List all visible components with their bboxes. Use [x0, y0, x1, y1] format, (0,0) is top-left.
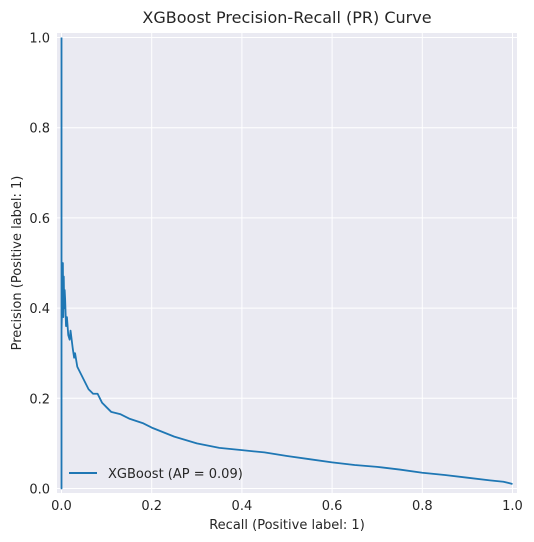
series-layer [60, 37, 513, 490]
pr-curve-line [60, 37, 513, 490]
legend: XGBoost (AP = 0.09) [69, 467, 243, 482]
grid-layer [57, 33, 517, 493]
y-tick-label: 0.2 [29, 392, 50, 407]
x-tick-label: 0.6 [322, 499, 343, 514]
x-tick-label: 0.4 [232, 499, 253, 514]
y-tick-label: 0.8 [29, 122, 50, 137]
x-axis-label: Recall (Positive label: 1) [209, 518, 365, 533]
y-tick-label: 1.0 [29, 32, 50, 47]
tick-layer: 0.0 0.2 0.4 0.6 0.8 1.0 0.0 0.2 0.4 0.6 0.8 1.0 [29, 32, 523, 514]
y-tick-label: 0.4 [29, 302, 50, 317]
y-axis-label: Precision (Positive label: 1) [10, 176, 25, 351]
x-tick-label: 0.2 [141, 499, 162, 514]
plot-area [57, 33, 517, 493]
chart-title: XGBoost Precision-Recall (PR) Curve [142, 8, 431, 27]
x-tick-label: 0.8 [412, 499, 433, 514]
x-tick-label: 1.0 [502, 499, 523, 514]
x-tick-label: 0.0 [51, 499, 72, 514]
legend-label: XGBoost (AP = 0.09) [108, 467, 243, 482]
y-tick-label: 0.0 [29, 482, 50, 497]
y-tick-label: 0.6 [29, 212, 50, 227]
